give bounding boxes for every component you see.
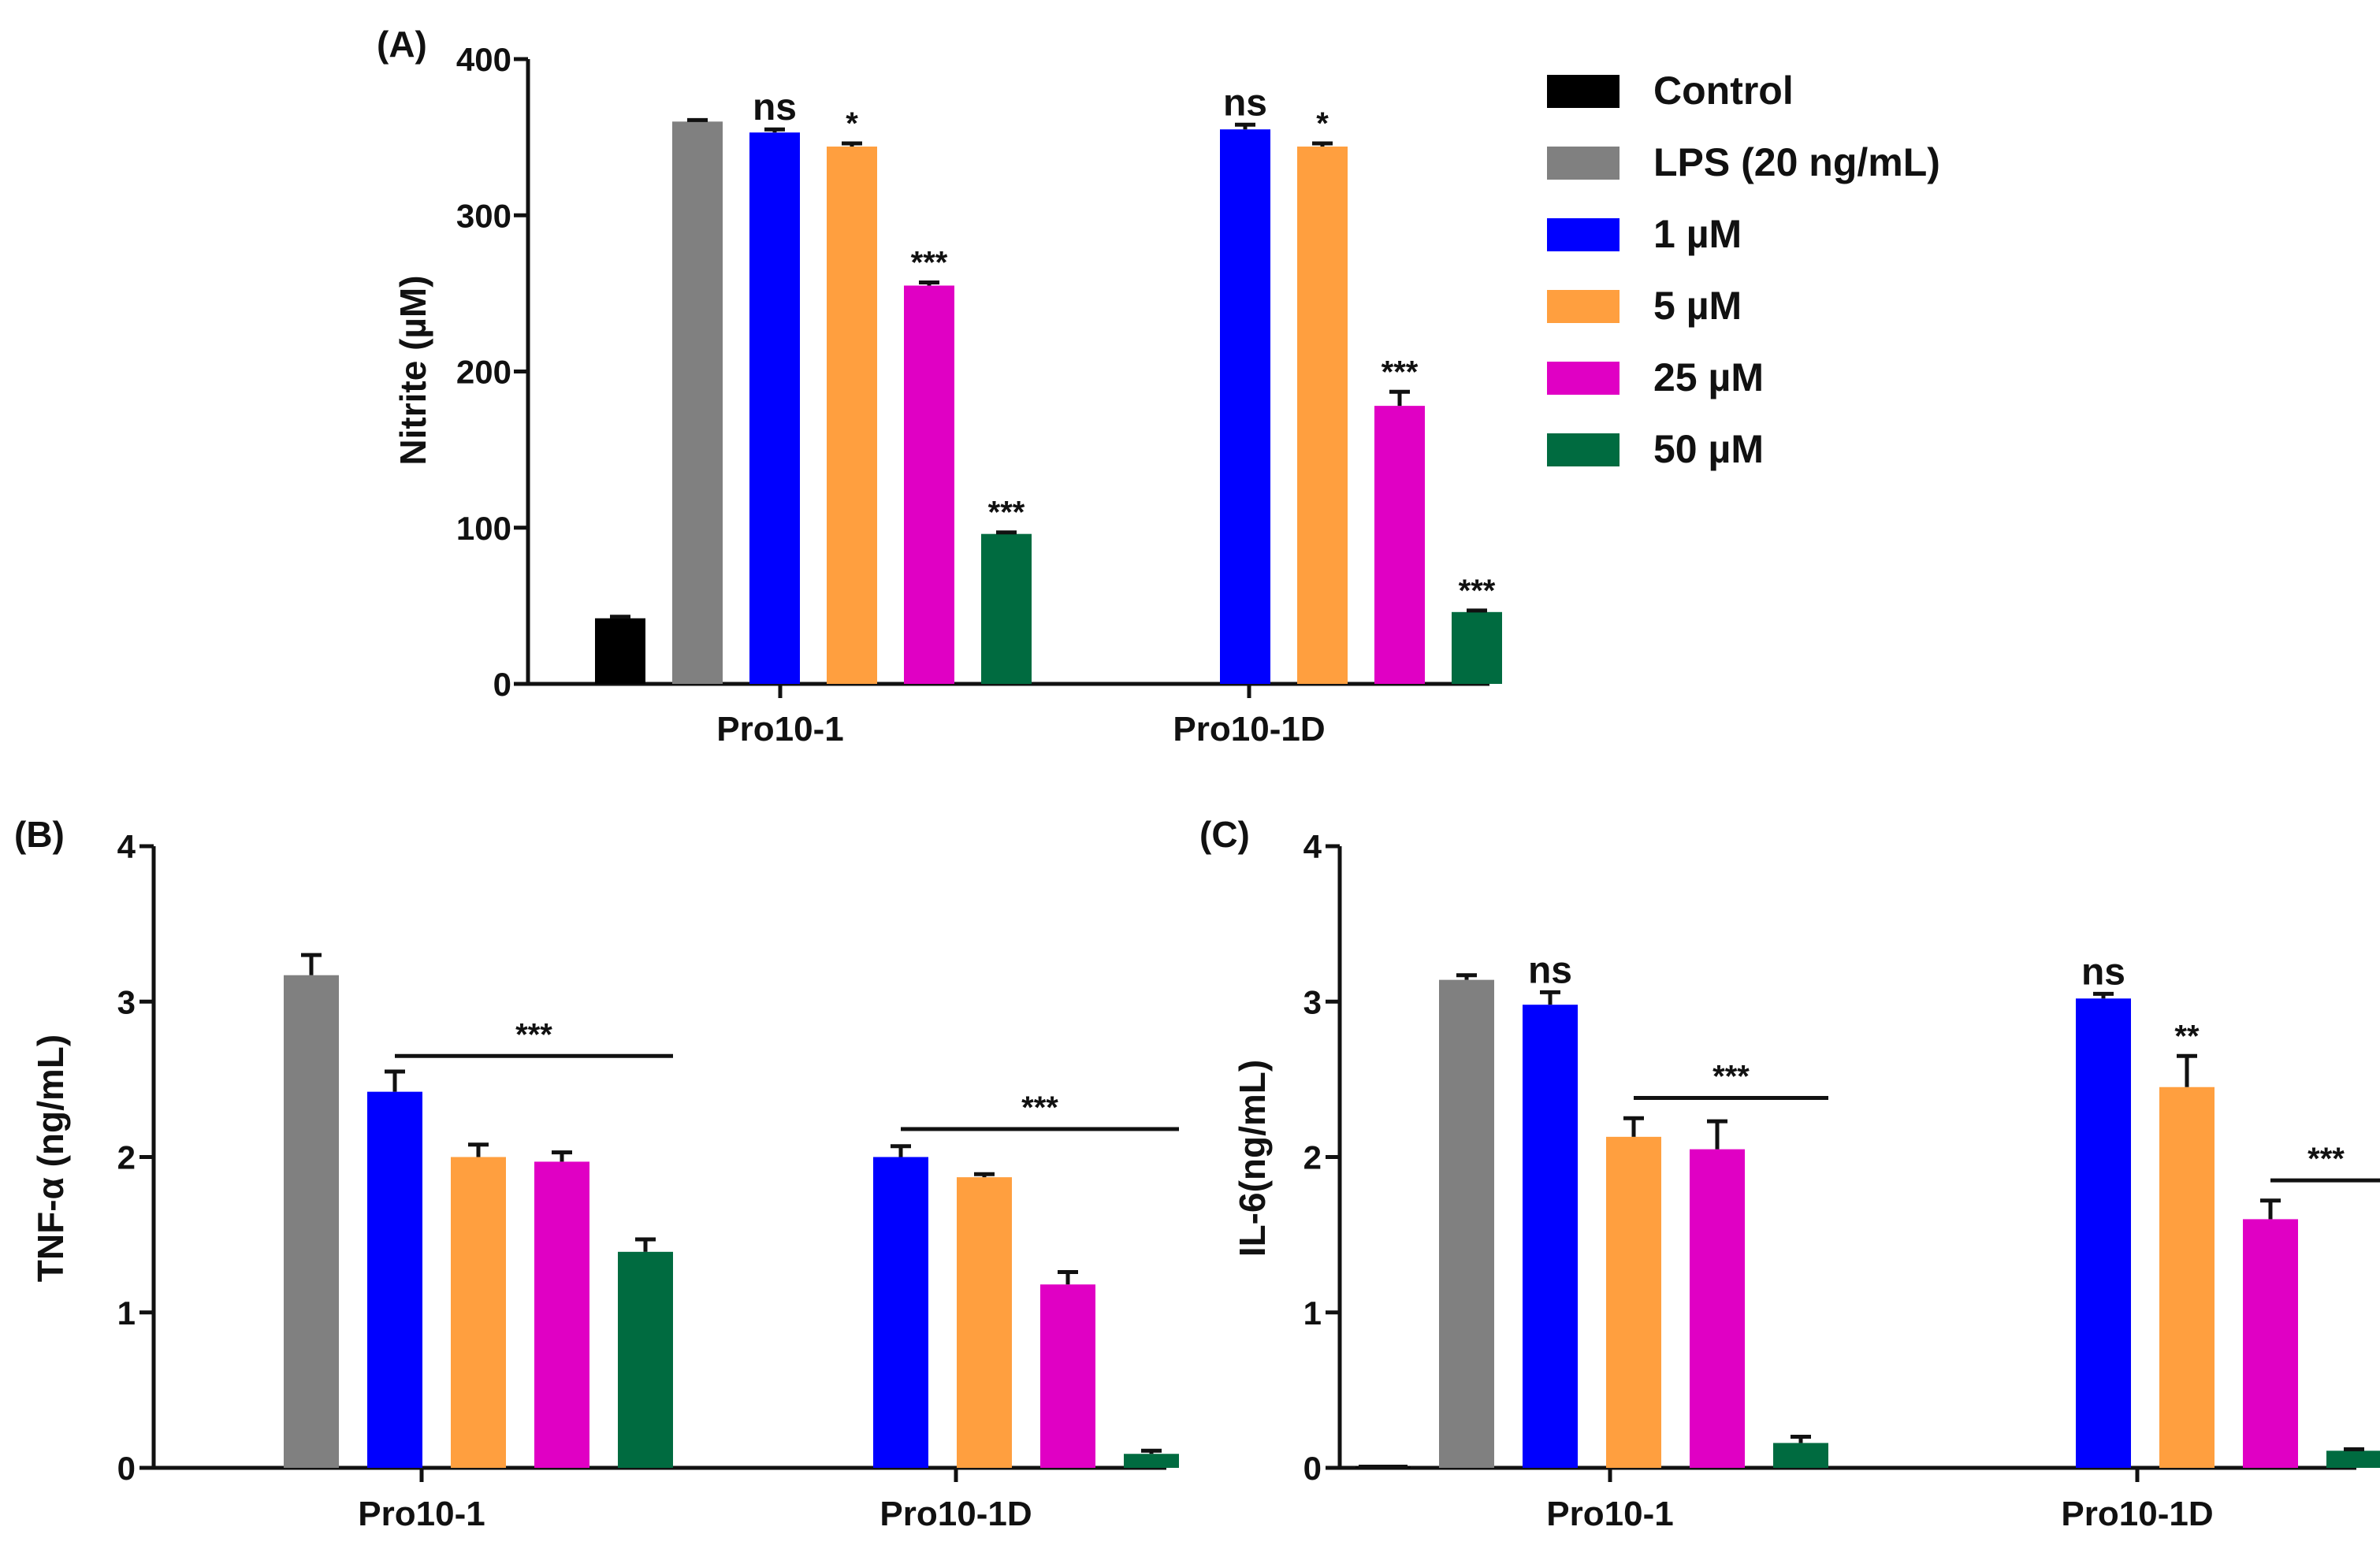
x-category-label: Pro10-1D (879, 1495, 1032, 1533)
y-tick-label: 3 (117, 983, 136, 1020)
y-tick-label: 1 (117, 1295, 136, 1332)
significance-label: ** (2174, 1019, 2200, 1053)
bracket-label: *** (515, 1017, 552, 1052)
legend-label: 5 µM (1653, 284, 1742, 328)
x-category-label: Pro10-1 (358, 1495, 485, 1533)
y-tick-label: 1 (1303, 1295, 1322, 1332)
bar (1523, 1005, 1578, 1468)
y-tick-label: 0 (117, 1450, 136, 1487)
bar (672, 121, 723, 685)
bar (904, 285, 954, 684)
legend-swatch (1547, 362, 1620, 395)
significance-label: * (1316, 106, 1329, 141)
significance-label: *** (1459, 574, 1496, 608)
y-tick-label: 0 (1303, 1450, 1322, 1487)
bar (749, 132, 800, 685)
bar (534, 1161, 589, 1468)
bracket-label: *** (1021, 1090, 1058, 1125)
legend-swatch (1547, 75, 1620, 108)
y-tick-label: 2 (1303, 1139, 1322, 1176)
bar (981, 533, 1032, 684)
legend-label: 1 µM (1653, 212, 1742, 256)
significance-label: * (846, 106, 858, 141)
bar (1773, 1443, 1828, 1468)
y-tick-label: 4 (117, 828, 136, 865)
significance-label: ns (1223, 82, 1267, 124)
significance-label: *** (911, 245, 948, 280)
y-tick-label: 100 (456, 510, 511, 547)
significance-label: *** (1382, 355, 1419, 389)
y-tick-label: 4 (1303, 828, 1322, 865)
legend-swatch (1547, 218, 1620, 251)
panel-2: 0 1 2 3 4 TNF-α (ng/mL) (B) Pro10-1 Pro10-1D *** *… (14, 814, 1179, 1533)
panel-label: (C) (1199, 814, 1250, 855)
legend: Control LPS (20 ng/mL) 1 µM 5 µM 25 µM 50 µM (1547, 69, 1940, 471)
bar (367, 1091, 422, 1468)
legend-label: Control (1653, 69, 1794, 113)
legend-label: LPS (20 ng/mL) (1653, 140, 1940, 184)
bar (1297, 147, 1348, 684)
bar (957, 1177, 1012, 1468)
y-tick-label: 3 (1303, 983, 1322, 1020)
panel-3: 0 1 2 3 4 IL-6(ng/mL) (C) Pro10-1 Pro10-1D ns ns **… (1199, 814, 2380, 1533)
legend-label: 25 µM (1653, 355, 1764, 399)
x-category-label: Pro10-1 (1546, 1495, 1673, 1533)
x-category-label: Pro10-1 (716, 710, 843, 748)
significance-label: *** (988, 496, 1025, 530)
y-tick-label: 0 (493, 666, 511, 703)
y-axis-title: TNF-α (ng/mL) (30, 1035, 71, 1282)
bar (284, 975, 339, 1468)
legend-label: 50 µM (1653, 427, 1764, 471)
bar (873, 1157, 928, 1468)
bar (1439, 979, 1494, 1468)
y-axis-title: IL-6(ng/mL) (1232, 1060, 1273, 1257)
bar (2159, 1087, 2215, 1468)
panel-1: 0 100 200 300 400 Nitrite (µM) (A) Pro10-1 Pro10… (377, 24, 1940, 748)
panel-label: (A) (377, 24, 427, 65)
legend-swatch (1547, 147, 1620, 180)
legend-swatch (1547, 290, 1620, 323)
bar (827, 147, 877, 684)
bar (1606, 1136, 1661, 1468)
bar (595, 618, 645, 684)
bar (1452, 611, 1502, 684)
x-category-label: Pro10-1D (1173, 710, 1325, 748)
panel-label: (B) (14, 814, 65, 855)
significance-label: ns (753, 87, 797, 128)
bracket-label: *** (2307, 1142, 2345, 1176)
legend-swatch (1547, 433, 1620, 466)
significance-label: ns (2081, 951, 2125, 993)
bar (2243, 1219, 2298, 1468)
x-category-label: Pro10-1D (2061, 1495, 2213, 1533)
bar (2326, 1451, 2380, 1468)
bracket-label: *** (1712, 1060, 1750, 1094)
y-tick-label: 200 (456, 354, 511, 391)
bar (451, 1157, 506, 1468)
y-axis-title: Nitrite (µM) (392, 275, 433, 465)
bar (1220, 129, 1270, 684)
y-tick-label: 2 (117, 1139, 136, 1176)
bar (2076, 998, 2131, 1468)
bar (1374, 406, 1425, 684)
bar (1690, 1149, 1745, 1468)
y-tick-label: 400 (456, 41, 511, 78)
bar (618, 1251, 673, 1468)
bar (1124, 1454, 1179, 1468)
y-tick-label: 300 (456, 197, 511, 234)
bar (1040, 1284, 1095, 1468)
significance-label: ns (1528, 949, 1572, 991)
